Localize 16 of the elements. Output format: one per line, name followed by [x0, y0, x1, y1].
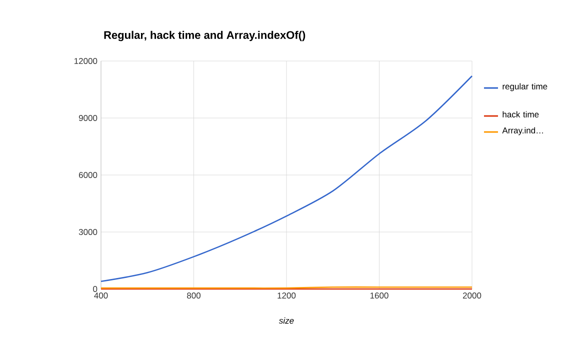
y-tick-label: 12000 [74, 58, 98, 64]
x-tick-label: 1600 [370, 292, 388, 299]
line-series [100, 75, 473, 282]
y-tick-label: 3000 [78, 229, 98, 236]
legend-label: Array.ind… [502, 127, 543, 136]
y-tick-label: 9000 [78, 115, 98, 122]
legend-label: regular time [502, 83, 548, 92]
x-tick-label: 400 [94, 292, 108, 299]
y-tick-label: 0 [93, 286, 98, 292]
x-tick-label: 800 [187, 292, 201, 299]
y-tick-label: 6000 [79, 172, 98, 178]
legend-label: hack time [502, 111, 539, 118]
chart-title: Regular, hack time and Array.indexOf() [104, 30, 306, 42]
x-tick-label: 1200 [278, 292, 296, 299]
x-tick-label: 2000 [462, 292, 482, 299]
x-axis-title: size [278, 317, 294, 324]
